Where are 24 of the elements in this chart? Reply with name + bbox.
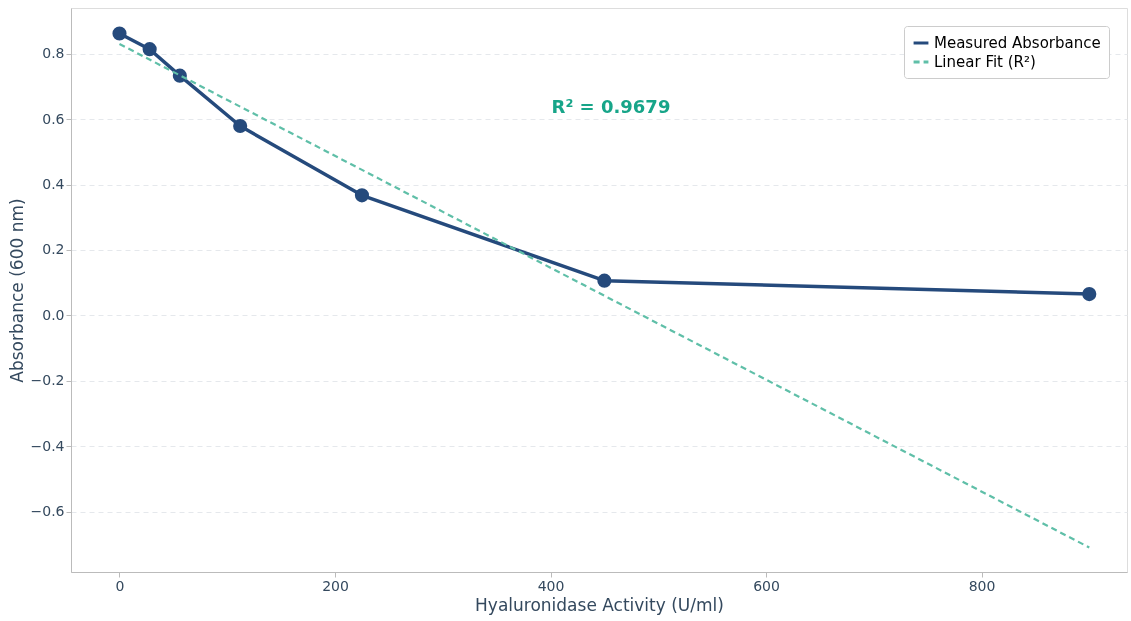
x-axis-title: Hyaluronidase Activity (U/ml) (475, 594, 724, 615)
point (354, 188, 370, 203)
y-tick-label: −0.2 (30, 372, 65, 389)
x-tick-label: 0 (115, 577, 125, 594)
point (1082, 287, 1097, 302)
x-tick-label: 600 (753, 577, 780, 594)
point (233, 118, 248, 134)
y-tick-label: −0.6 (30, 503, 65, 520)
y-tick-label: 0.8 (42, 45, 65, 62)
y-tick-label: 0.4 (42, 176, 65, 193)
point (112, 26, 127, 41)
legend-label: Measured Absorbance (934, 34, 1101, 52)
y-tick-label: 0.6 (42, 110, 65, 127)
point (142, 42, 157, 57)
x-tick-label: 400 (537, 577, 565, 594)
legend-label: Linear Fit (R²) (934, 53, 1036, 71)
annotation: R² = 0.9679 (551, 96, 671, 117)
x-tick-label: 200 (322, 577, 349, 594)
y-tick-label: −0.4 (30, 437, 65, 454)
y-tick-label: 0.0 (42, 306, 65, 323)
y-tick-label: 0.2 (42, 241, 65, 258)
y-axis-title: Absorbance (600 nm) (6, 198, 27, 383)
point (597, 273, 612, 288)
x-tick-label: 800 (968, 577, 996, 594)
